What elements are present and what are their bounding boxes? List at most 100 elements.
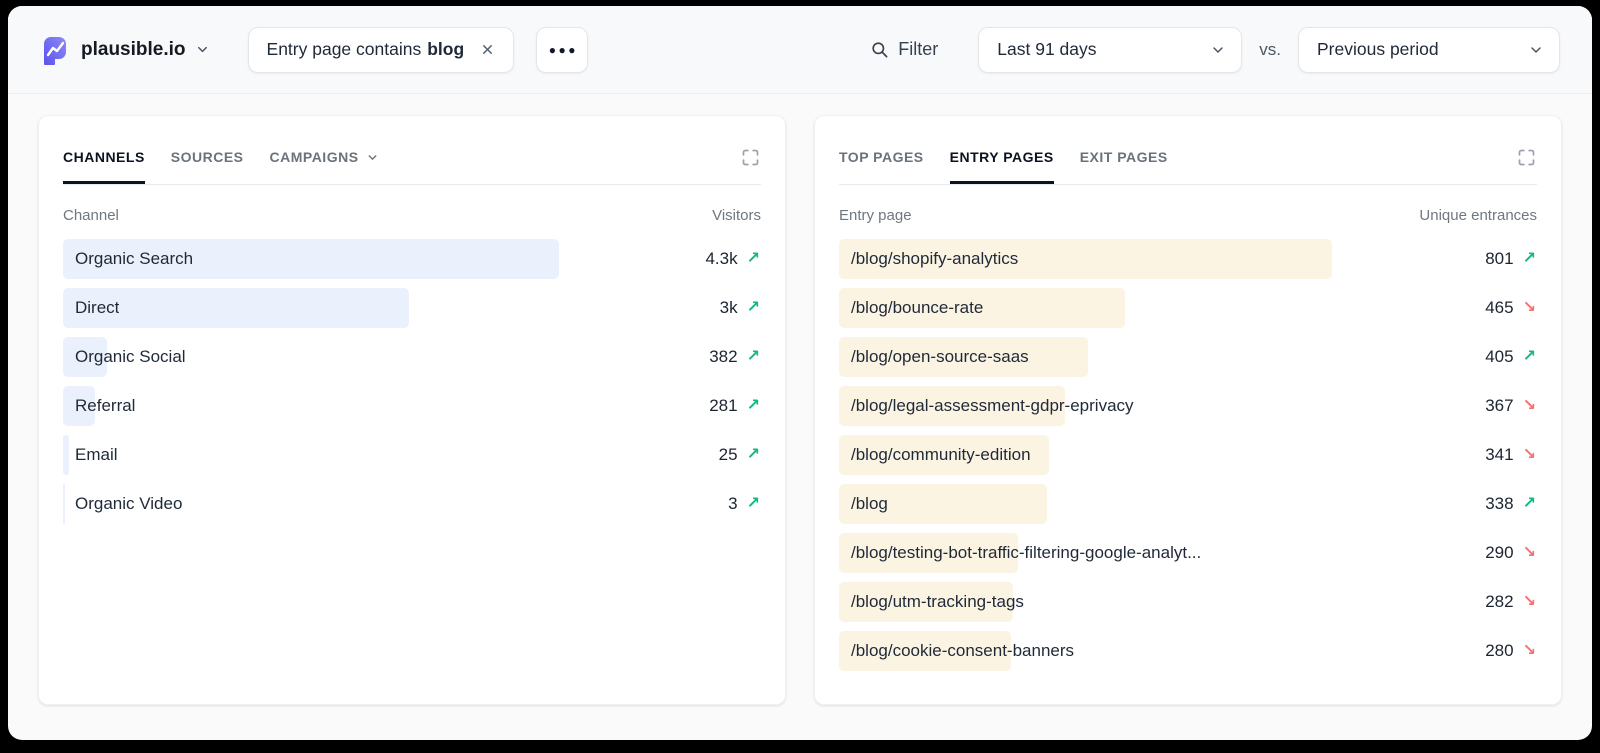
- entry-page-row[interactable]: /blog/testing-bot-traffic-filtering-goog…: [839, 533, 1537, 573]
- tab-channels[interactable]: CHANNELS: [63, 149, 145, 184]
- row-number: 341: [1485, 445, 1514, 464]
- column-header-value: Unique entrances: [1419, 207, 1537, 224]
- channel-row[interactable]: Email 25 ↗: [63, 435, 761, 475]
- column-header-name: Entry page: [839, 207, 912, 224]
- channel-row[interactable]: Referral 281 ↗: [63, 386, 761, 426]
- row-label: /blog/community-edition: [851, 445, 1031, 464]
- trend-arrow-icon: ↘: [1522, 397, 1536, 414]
- entry-page-row[interactable]: /blog/legal-assessment-gdpr-eprivacy 367…: [839, 386, 1537, 426]
- channel-row[interactable]: Organic Search 4.3k ↗: [63, 239, 761, 279]
- search-icon: [870, 40, 889, 59]
- row-bar: [839, 337, 1089, 377]
- channels-tabs: CHANNELS SOURCES CAMPAIGNS: [63, 116, 761, 185]
- trend-arrow-icon: ↗: [1522, 495, 1536, 512]
- entry-page-row[interactable]: /blog/cookie-consent-banners 280 ↘: [839, 631, 1537, 671]
- row-bar: [839, 435, 1050, 475]
- row-number: 465: [1485, 298, 1514, 317]
- row-bar: [63, 239, 559, 279]
- site-switcher[interactable]: plausible.io: [40, 35, 210, 65]
- entry-page-row[interactable]: /blog/shopify-analytics 801 ↗: [839, 239, 1537, 279]
- row-bar: [63, 484, 66, 524]
- row-number: 282: [1485, 592, 1514, 611]
- row-label: /blog/bounce-rate: [851, 298, 984, 317]
- date-range-dropdown[interactable]: Last 91 days: [978, 26, 1243, 73]
- row-number: 4.3k: [705, 249, 738, 268]
- row-number: 25: [718, 445, 738, 464]
- tab-entry-pages[interactable]: ENTRY PAGES: [950, 149, 1054, 184]
- row-value: 341 ↘: [1485, 445, 1537, 465]
- column-header-name: Channel: [63, 207, 119, 224]
- channel-row[interactable]: Organic Social 382 ↗: [63, 337, 761, 377]
- comparison-value: Previous period: [1317, 39, 1439, 59]
- tab-label: ENTRY PAGES: [949, 149, 1054, 165]
- channel-row[interactable]: Organic Video 3 ↗: [63, 484, 761, 524]
- row-number: 405: [1485, 347, 1514, 366]
- row-value: 382 ↗: [709, 347, 761, 367]
- row-label: /blog/legal-assessment-gdpr-eprivacy: [851, 396, 1134, 415]
- tab-top-pages[interactable]: TOP PAGES: [839, 149, 924, 184]
- row-number: 290: [1485, 543, 1514, 562]
- channel-row[interactable]: Direct 3k ↗: [63, 288, 761, 328]
- comparison-dropdown[interactable]: Previous period: [1298, 26, 1560, 73]
- row-bar: [63, 337, 107, 377]
- trend-arrow-icon: ↗: [746, 446, 760, 463]
- channels-rows: Organic Search 4.3k ↗ Direct 3k ↗: [63, 239, 761, 524]
- row-value: 3k ↗: [720, 298, 761, 318]
- filter-search-button[interactable]: Filter: [870, 39, 938, 60]
- vs-label: vs.: [1259, 39, 1281, 59]
- entry-page-row[interactable]: /blog/bounce-rate 465 ↘: [839, 288, 1537, 328]
- row-label: Direct: [75, 298, 120, 317]
- row-value: 367 ↘: [1485, 396, 1537, 416]
- trend-arrow-icon: ↗: [746, 299, 760, 316]
- channels-card: CHANNELS SOURCES CAMPAIGNS Channel Visit…: [38, 115, 786, 705]
- trend-arrow-icon: ↗: [1522, 348, 1536, 365]
- trend-arrow-icon: ↗: [746, 397, 760, 414]
- row-number: 338: [1485, 494, 1514, 513]
- tab-label: SOURCES: [170, 149, 244, 165]
- row-label: Organic Social: [75, 347, 186, 366]
- row-label: /blog/open-source-saas: [851, 347, 1029, 366]
- site-name: plausible.io: [81, 38, 186, 60]
- filter-chip-entry-page[interactable]: Entry page contains blog: [247, 26, 515, 73]
- more-filters-button[interactable]: ●●●: [536, 26, 589, 73]
- trend-arrow-icon: ↗: [746, 348, 760, 365]
- row-value: 801 ↗: [1485, 249, 1537, 269]
- row-label: /blog/cookie-consent-banners: [851, 641, 1075, 660]
- expand-icon[interactable]: [740, 147, 761, 184]
- tab-label: CHANNELS: [63, 149, 145, 165]
- date-range-value: Last 91 days: [997, 39, 1097, 59]
- tab-exit-pages[interactable]: EXIT PAGES: [1080, 149, 1168, 184]
- row-bar: [839, 386, 1066, 426]
- entry-page-row[interactable]: /blog 338 ↗: [839, 484, 1537, 524]
- row-number: 801: [1485, 249, 1514, 268]
- row-label: Referral: [75, 396, 136, 415]
- tab-label: EXIT PAGES: [1079, 149, 1168, 165]
- app-window: plausible.io Entry page contains blog ●●…: [8, 6, 1592, 740]
- trend-arrow-icon: ↘: [1522, 299, 1536, 316]
- row-value: 290 ↘: [1485, 543, 1537, 563]
- close-icon[interactable]: [480, 42, 495, 57]
- filter-chip-text: Entry page contains: [266, 39, 422, 59]
- channels-column-headers: Channel Visitors: [63, 207, 761, 224]
- tab-sources[interactable]: SOURCES: [171, 149, 244, 184]
- chevron-down-icon: [195, 42, 210, 57]
- row-value: 338 ↗: [1485, 494, 1537, 514]
- entry-page-row[interactable]: /blog/community-edition 341 ↘: [839, 435, 1537, 475]
- row-label: /blog/testing-bot-traffic-filtering-goog…: [851, 543, 1202, 562]
- entry-page-row[interactable]: /blog/open-source-saas 405 ↗: [839, 337, 1537, 377]
- row-value: 4.3k ↗: [705, 249, 761, 269]
- chevron-down-icon: [1210, 42, 1226, 58]
- trend-arrow-icon: ↗: [746, 250, 760, 267]
- row-value: 465 ↘: [1485, 298, 1537, 318]
- trend-arrow-icon: ↘: [1522, 593, 1536, 610]
- trend-arrow-icon: ↘: [1522, 446, 1536, 463]
- trend-arrow-icon: ↗: [1522, 250, 1536, 267]
- row-number: 280: [1485, 641, 1514, 660]
- row-bar: [839, 631, 1012, 671]
- row-label: /blog: [851, 494, 888, 513]
- entry-page-row[interactable]: /blog/utm-tracking-tags 282 ↘: [839, 582, 1537, 622]
- expand-icon[interactable]: [1516, 147, 1537, 184]
- tab-campaigns[interactable]: CAMPAIGNS: [270, 149, 379, 184]
- row-value: 282 ↘: [1485, 592, 1537, 612]
- row-value: 281 ↗: [709, 396, 761, 416]
